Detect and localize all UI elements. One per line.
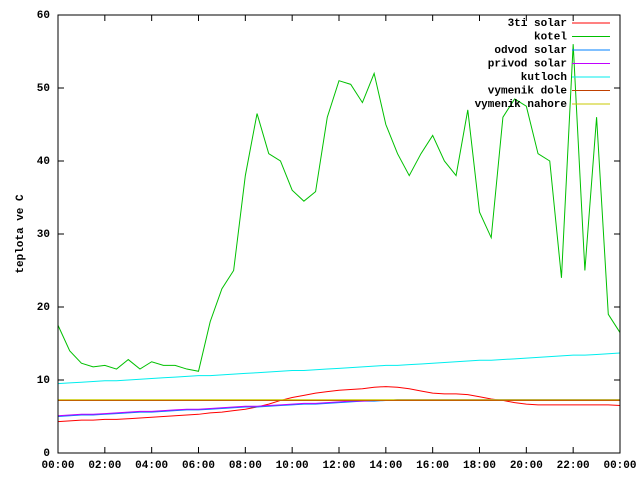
y-tick-label: 10: [37, 375, 50, 387]
x-tick-label: 08:00: [229, 460, 262, 472]
series-line: [57, 386, 621, 423]
y-tick-label: 50: [37, 83, 50, 95]
legend-label: vymenik nahore: [475, 99, 568, 111]
series-line: [57, 352, 621, 385]
y-tick-label: 40: [37, 156, 50, 168]
legend-label: vymenik dole: [488, 85, 568, 97]
x-tick-label: 06:00: [182, 460, 215, 472]
legend-label: kotel: [534, 31, 567, 43]
x-tick-label: 16:00: [416, 460, 449, 472]
x-tick-label: 14:00: [369, 460, 402, 472]
x-tick-label: 00:00: [41, 460, 74, 472]
y-tick-label: 0: [43, 448, 50, 460]
legend-label: privod solar: [488, 58, 567, 70]
x-tick-label: 10:00: [276, 460, 309, 472]
x-tick-label: 04:00: [135, 460, 168, 472]
x-tick-label: 18:00: [463, 460, 496, 472]
legend-label: kutloch: [521, 72, 567, 84]
x-tick-label: 20:00: [510, 460, 543, 472]
series-line: [57, 44, 621, 372]
x-tick-label: 00:00: [603, 460, 636, 472]
y-tick-label: 30: [37, 229, 50, 241]
y-axis-label: teplota ve C: [15, 194, 27, 274]
legend-label: 3ti solar: [508, 18, 567, 30]
x-tick-label: 12:00: [322, 460, 355, 472]
legend-label: odvod solar: [494, 45, 567, 57]
x-tick-label: 22:00: [557, 460, 590, 472]
y-tick-label: 60: [37, 10, 50, 22]
plot-frame: [57, 14, 621, 454]
x-tick-label: 02:00: [88, 460, 121, 472]
y-tick-label: 20: [37, 302, 50, 314]
